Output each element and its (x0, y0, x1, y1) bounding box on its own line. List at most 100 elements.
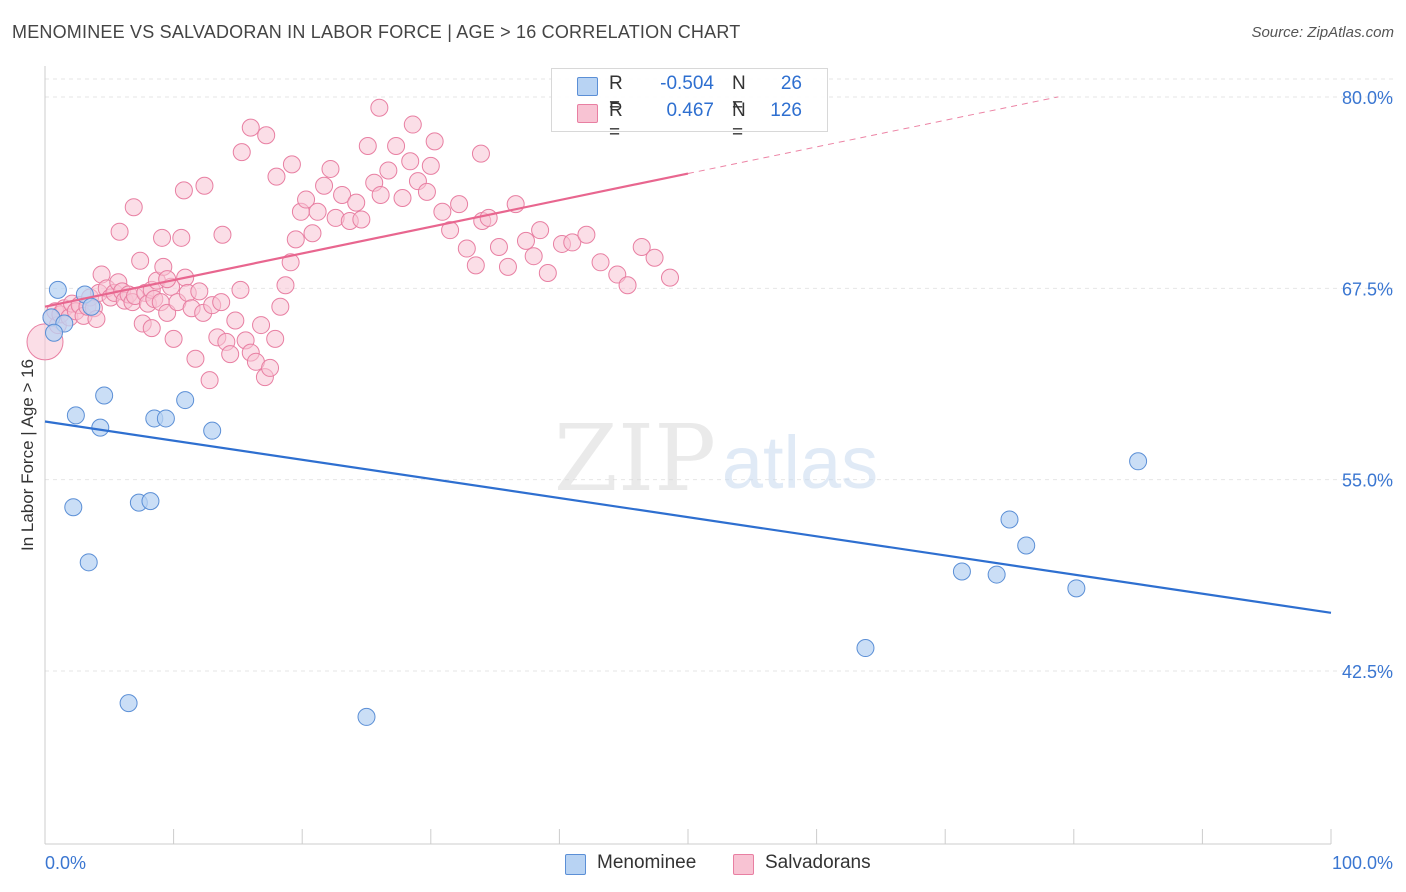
salvadorans-point (212, 293, 231, 312)
menominee-point (45, 323, 64, 342)
menominee-point (203, 421, 222, 440)
salvadorans-trend-line (44, 172, 689, 308)
menominee-point (141, 492, 160, 511)
salvadorans-point (370, 98, 389, 117)
salvadorans-point (352, 210, 371, 229)
salvadorans-point (308, 202, 327, 221)
menominee-point (66, 406, 85, 425)
salvadorans-point (577, 225, 596, 244)
source-credit: Source: ZipAtlas.com (1251, 24, 1394, 41)
salvadorans-point (433, 202, 452, 221)
menominee-swatch (577, 77, 598, 96)
salvadorans-point (450, 195, 469, 214)
salvadorans-point (387, 136, 406, 155)
salvadorans-point (195, 176, 214, 195)
menominee-point (176, 391, 195, 410)
r-label: R = (609, 73, 623, 116)
menominee-point (1129, 452, 1148, 471)
tick-labels: 80.0% 67.5% 55.0% 42.5% 0.0% 100.0% (45, 88, 1393, 873)
x-tick-label: 100.0% (1332, 853, 1393, 873)
r-value: 0.467 (666, 100, 714, 121)
salvadorans-swatch (577, 104, 598, 123)
legend-swatch-salvadorans (733, 854, 754, 875)
axis-layer (44, 66, 1332, 845)
salvadorans-trend-extension (687, 96, 1059, 175)
trend-lines (44, 96, 1332, 614)
salvadorans-point (524, 247, 543, 266)
salvadorans-point (618, 276, 637, 295)
salvadorans-point (282, 155, 301, 174)
menominee-point (156, 409, 175, 428)
salvadorans-point (267, 167, 286, 186)
salvadorans-point (479, 208, 498, 227)
salvadorans-point (303, 224, 322, 243)
salvadorans-point (403, 115, 422, 134)
salvadorans-point (271, 297, 290, 316)
salvadorans-point (645, 248, 664, 267)
salvadorans-point (266, 329, 285, 348)
legend-label-menominee: Menominee (597, 852, 697, 873)
salvadorans-point (321, 159, 340, 178)
salvadorans-point (471, 144, 490, 163)
salvadorans-point (333, 185, 352, 204)
salvadorans-point (142, 319, 161, 338)
menominee-point (79, 553, 98, 572)
grid-layer (45, 78, 1395, 672)
menominee-point (1017, 536, 1036, 555)
y-tick-label: 67.5% (1342, 279, 1393, 299)
menominee-point (95, 386, 114, 405)
salvadorans-point (281, 253, 300, 272)
salvadorans-point (286, 230, 305, 249)
stats-box: R = -0.504 N = 26 R = 0.467 N = 126 (551, 68, 828, 143)
salvadorans-point (131, 251, 150, 270)
n-value: 26 (780, 73, 802, 94)
r-label: R = (609, 100, 623, 143)
salvadorans-point (276, 276, 295, 295)
menominee-point (856, 639, 875, 658)
salvadorans-point (417, 182, 436, 201)
salvadorans-point (164, 329, 183, 348)
legend-label-salvadorans: Salvadorans (765, 852, 871, 873)
salvadorans-point (466, 256, 485, 275)
salvadorans-point (563, 233, 582, 252)
salvadorans-point (174, 181, 193, 200)
n-value: 126 (770, 100, 802, 121)
menominee-point (1000, 510, 1019, 529)
y-tick-label: 42.5% (1342, 662, 1393, 682)
salvadorans-point (213, 225, 232, 244)
salvadorans-point (393, 189, 412, 208)
menominee-point (1067, 579, 1086, 598)
watermark: ZIP atlas (554, 405, 878, 512)
y-tick-label: 55.0% (1342, 471, 1393, 491)
salvadorans-point (153, 228, 172, 247)
salvadorans-point (315, 176, 334, 195)
salvadorans-point (591, 253, 610, 272)
menominee-trend-line (44, 420, 1332, 614)
n-label: N = (732, 100, 746, 143)
salvadorans-point (538, 264, 557, 283)
n-label: N = (732, 73, 746, 116)
menominee-point (952, 562, 971, 581)
salvadorans-point (425, 132, 444, 151)
x-tick-label: 0.0% (45, 853, 86, 873)
salvadorans-point (531, 221, 550, 240)
salvadorans-point (200, 371, 219, 390)
y-tick-label: 80.0% (1342, 88, 1393, 108)
menominee-point (82, 297, 101, 316)
salvadorans-point (441, 221, 460, 240)
salvadorans-point (241, 118, 260, 137)
salvadorans-point (516, 231, 535, 250)
salvadorans-point (457, 239, 476, 258)
salvadorans-point (257, 126, 276, 145)
salvadorans-point (186, 349, 205, 368)
chart-title: MENOMINEE VS SALVADORAN IN LABOR FORCE |… (12, 22, 741, 42)
salvadorans-point (221, 345, 240, 364)
salvadorans-point (190, 282, 209, 301)
menominee-point (64, 498, 83, 517)
menominee-point (357, 707, 376, 726)
salvadorans-point (232, 143, 251, 162)
salvadorans-point (358, 136, 377, 155)
salvadorans-point (379, 161, 398, 180)
salvadorans-point (124, 198, 143, 217)
